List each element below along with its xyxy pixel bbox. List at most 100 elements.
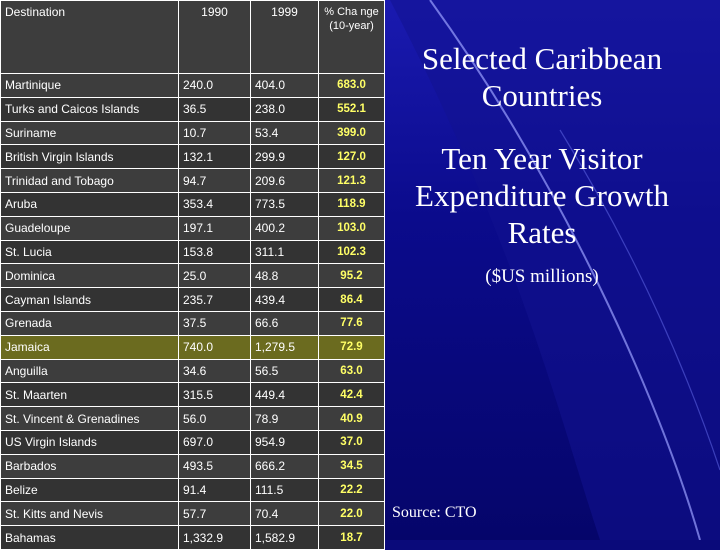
cell-pct-change: 63.0 xyxy=(318,358,385,384)
cell-destination: Jamaica xyxy=(0,334,179,360)
cell-1990: 91.4 xyxy=(178,477,251,503)
table-row: British Virgin Islands 132.1 299.9 127.0 xyxy=(0,144,385,170)
cell-1990: 57.7 xyxy=(178,501,251,527)
cell-1990: 132.1 xyxy=(178,144,251,170)
cell-1999: 53.4 xyxy=(250,120,319,146)
source-label: Source: CTO xyxy=(392,504,477,521)
cell-destination: Anguilla xyxy=(0,358,179,384)
cell-1999: 70.4 xyxy=(250,501,319,527)
cell-1999: 299.9 xyxy=(250,144,319,170)
table-row: Grenada 37.5 66.6 77.6 xyxy=(0,310,385,336)
table-row: Jamaica 740.0 1,279.5 72.9 xyxy=(0,334,385,360)
cell-1990: 25.0 xyxy=(178,263,251,289)
cell-destination: British Virgin Islands xyxy=(0,144,179,170)
cell-pct-change: 22.0 xyxy=(318,501,385,527)
table-row: Martinique 240.0 404.0 683.0 xyxy=(0,73,385,98)
cell-destination: Grenada xyxy=(0,310,179,336)
cell-1990: 153.8 xyxy=(178,239,251,265)
cell-destination: Barbados xyxy=(0,453,179,479)
cell-1999: 439.4 xyxy=(250,287,319,312)
cell-pct-change: 127.0 xyxy=(318,144,385,170)
cell-1999: 773.5 xyxy=(250,191,319,217)
table-row: US Virgin Islands 697.0 954.9 37.0 xyxy=(0,429,385,455)
table-row: Aruba 353.4 773.5 118.9 xyxy=(0,191,385,217)
cell-pct-change: 121.3 xyxy=(318,168,385,193)
cell-1990: 37.5 xyxy=(178,310,251,336)
cell-destination: Martinique xyxy=(0,73,179,98)
table-row: Turks and Caicos Islands 36.5 238.0 552.1 xyxy=(0,96,385,122)
cell-1990: 1,332.9 xyxy=(178,525,251,550)
cell-destination: Aruba xyxy=(0,191,179,217)
slide-title: Selected Caribbean Countries xyxy=(421,41,663,113)
cell-pct-change: 42.4 xyxy=(318,382,385,408)
cell-1999: 66.6 xyxy=(250,310,319,336)
cell-1990: 197.1 xyxy=(178,215,251,241)
cell-1999: 954.9 xyxy=(250,429,319,455)
cell-destination: St. Vincent & Grenadines xyxy=(0,406,179,431)
cell-1999: 404.0 xyxy=(250,73,319,98)
cell-1990: 10.7 xyxy=(178,120,251,146)
cell-pct-change: 34.5 xyxy=(318,453,385,479)
cell-destination: Turks and Caicos Islands xyxy=(0,96,179,122)
cell-1990: 36.5 xyxy=(178,96,251,122)
cell-destination: St. Maarten xyxy=(0,382,179,408)
cell-1999: 48.8 xyxy=(250,263,319,289)
cell-1999: 449.4 xyxy=(250,382,319,408)
cell-1999: 311.1 xyxy=(250,239,319,265)
table-row: Guadeloupe 197.1 400.2 103.0 xyxy=(0,215,385,241)
cell-1990: 740.0 xyxy=(178,334,251,360)
header-pct-change: % Cha nge (10-year) xyxy=(318,0,385,74)
cell-pct-change: 77.6 xyxy=(318,310,385,336)
cell-1999: 78.9 xyxy=(250,406,319,431)
slide-subtitle: Ten Year Visitor Expenditure Growth Rate… xyxy=(415,141,669,250)
header-destination: Destination xyxy=(0,0,179,74)
cell-destination: US Virgin Islands xyxy=(0,429,179,455)
cell-1990: 493.5 xyxy=(178,453,251,479)
table-body: Martinique 240.0 404.0 683.0 Turks and Caico… xyxy=(0,73,385,550)
cell-pct-change: 72.9 xyxy=(318,334,385,360)
header-1990: 1990 xyxy=(178,0,251,74)
table-row: Barbados 493.5 666.2 34.5 xyxy=(0,453,385,479)
table-row: Trinidad and Tobago 94.7 209.6 121.3 xyxy=(0,168,385,193)
header-1999: 1999 xyxy=(250,0,319,74)
cell-pct-change: 102.3 xyxy=(318,239,385,265)
cell-pct-change: 552.1 xyxy=(318,96,385,122)
units-label: ($US millions) xyxy=(485,266,599,287)
cell-destination: Bahamas xyxy=(0,525,179,550)
cell-pct-change: 86.4 xyxy=(318,287,385,312)
table-row: St. Lucia 153.8 311.1 102.3 xyxy=(0,239,385,265)
cell-pct-change: 18.7 xyxy=(318,525,385,550)
cell-destination: Cayman Islands xyxy=(0,287,179,312)
cell-1990: 353.4 xyxy=(178,191,251,217)
visitor-expenditure-table: Destination 1990 1999 % Cha nge (10-year… xyxy=(0,0,385,550)
cell-1990: 315.5 xyxy=(178,382,251,408)
cell-pct-change: 118.9 xyxy=(318,191,385,217)
table-row: Belize 91.4 111.5 22.2 xyxy=(0,477,385,503)
cell-1990: 34.6 xyxy=(178,358,251,384)
cell-destination: St. Lucia xyxy=(0,239,179,265)
table-header-row: Destination 1990 1999 % Cha nge (10-year… xyxy=(0,0,385,74)
cell-1999: 400.2 xyxy=(250,215,319,241)
cell-1990: 56.0 xyxy=(178,406,251,431)
cell-pct-change: 37.0 xyxy=(318,429,385,455)
cell-1990: 235.7 xyxy=(178,287,251,312)
cell-1999: 1,582.9 xyxy=(250,525,319,550)
cell-pct-change: 40.9 xyxy=(318,406,385,431)
cell-pct-change: 683.0 xyxy=(318,73,385,98)
table-row: St. Vincent & Grenadines 56.0 78.9 40.9 xyxy=(0,406,385,431)
table-row: Suriname 10.7 53.4 399.0 xyxy=(0,120,385,146)
cell-destination: Belize xyxy=(0,477,179,503)
cell-pct-change: 22.2 xyxy=(318,477,385,503)
table-row: Bahamas 1,332.9 1,582.9 18.7 xyxy=(0,525,385,550)
cell-1999: 1,279.5 xyxy=(250,334,319,360)
cell-destination: Trinidad and Tobago xyxy=(0,168,179,193)
table-row: Anguilla 34.6 56.5 63.0 xyxy=(0,358,385,384)
table-row: Cayman Islands 235.7 439.4 86.4 xyxy=(0,287,385,312)
cell-1990: 697.0 xyxy=(178,429,251,455)
cell-destination: Dominica xyxy=(0,263,179,289)
cell-destination: St. Kitts and Nevis xyxy=(0,501,179,527)
cell-pct-change: 103.0 xyxy=(318,215,385,241)
cell-destination: Suriname xyxy=(0,120,179,146)
table-row: Dominica 25.0 48.8 95.2 xyxy=(0,263,385,289)
